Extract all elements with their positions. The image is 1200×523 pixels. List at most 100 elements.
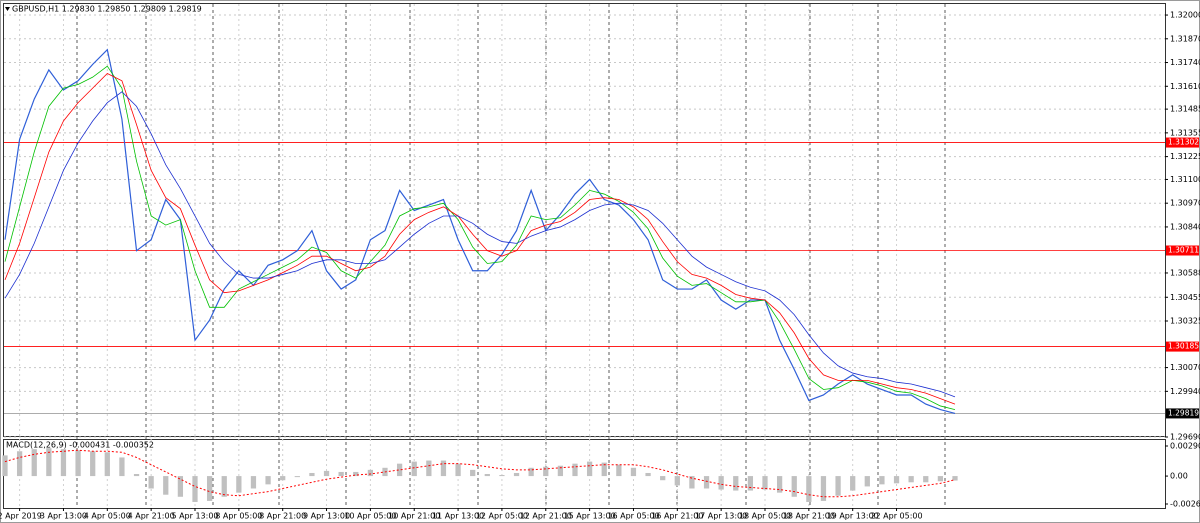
macd-bar <box>60 449 67 477</box>
macd-bar <box>908 476 914 483</box>
macd-bar <box>718 476 724 490</box>
macd-bar <box>952 476 958 481</box>
macd-bar <box>630 467 637 477</box>
y-tick-label: 1.32000 <box>1170 11 1200 20</box>
y-tick-label: 1.31870 <box>1170 34 1200 43</box>
macd-bar <box>616 464 622 477</box>
x-tick-label: 8 Apr 05:00 <box>215 512 262 521</box>
y-tick-label: 1.29940 <box>1170 387 1200 396</box>
x-tick-label: 10 Apr 21:00 <box>388 512 440 521</box>
macd-bar <box>689 476 695 489</box>
macd-bar <box>192 476 198 502</box>
macd-bar <box>31 449 37 477</box>
macd-bar <box>338 471 344 477</box>
price-line <box>4 73 956 405</box>
macd-bar <box>543 466 549 477</box>
macd-bar <box>440 460 447 477</box>
macd-bar <box>776 476 783 493</box>
x-tick-label: 5 Apr 13:00 <box>171 512 218 521</box>
macd-title: MACD(12,26,9) -0.000431 -0.000352 <box>6 441 154 450</box>
x-tick-label: 19 Apr 13:00 <box>827 512 879 521</box>
x-tick-label: 22 Apr 05:00 <box>870 512 922 521</box>
macd-bar <box>923 476 929 483</box>
y-tick-label: 1.30588 <box>1170 268 1200 277</box>
macd-bar <box>820 476 827 501</box>
macd-bar <box>893 476 900 484</box>
macd-bar <box>850 476 856 491</box>
macd-bar <box>294 476 300 478</box>
macd-bar <box>864 476 870 487</box>
macd-bar <box>163 476 169 495</box>
macd-bar <box>835 476 841 496</box>
macd-bar <box>645 472 651 477</box>
macd-bar <box>879 476 885 485</box>
x-tick-label: 17 Apr 13:00 <box>695 512 747 521</box>
macd-bar <box>133 474 140 477</box>
price-line <box>4 65 956 410</box>
macd-bar <box>703 476 710 489</box>
macd-bar <box>557 465 564 477</box>
y-tick-label: 1.30455 <box>1170 293 1200 302</box>
level-label: 1.31302 <box>1168 138 1199 147</box>
x-tick-label: 3 Apr 13:00 <box>40 512 87 521</box>
macd-bar <box>16 451 23 477</box>
last-price-label: 1.29819 <box>1168 408 1199 417</box>
x-tick-label: 2 Apr 2019 <box>0 512 42 521</box>
x-tick-label: 4 Apr 05:00 <box>84 512 131 521</box>
level-label-bg <box>1166 341 1199 352</box>
macd-bar <box>46 448 52 477</box>
macd-bar <box>484 474 490 477</box>
macd-bar <box>499 475 505 477</box>
macd-bar <box>221 476 227 497</box>
macd-bar <box>513 472 520 477</box>
level-label: 1.30185 <box>1168 342 1199 351</box>
price-line <box>4 91 956 398</box>
y-tick-label: 1.31485 <box>1170 105 1200 114</box>
x-tick-label: 15 Apr 13:00 <box>564 512 616 521</box>
macd-bar <box>206 476 213 501</box>
y-tick-label: 0.00 <box>1170 472 1188 481</box>
macd-bar <box>148 476 154 489</box>
x-tick-label: 4 Apr 21:00 <box>128 512 175 521</box>
macd-bar <box>572 463 578 477</box>
macd-bar <box>90 451 96 477</box>
y-tick-label: 1.30070 <box>1170 363 1200 372</box>
y-tick-label: 1.29690 <box>1170 433 1200 442</box>
x-tick-label: 12 Apr 21:00 <box>520 512 572 521</box>
x-tick-label: 18 Apr 05:00 <box>739 512 791 521</box>
y-tick-label: -0.002697 <box>1170 500 1200 509</box>
macd-bar <box>528 467 534 477</box>
x-tick-label: 18 Apr 21:00 <box>783 512 835 521</box>
macd-bar <box>75 450 81 477</box>
macd-bar <box>323 470 330 477</box>
x-tick-label: 8 Apr 21:00 <box>259 512 306 521</box>
macd-bar <box>747 476 754 491</box>
macd-bar <box>411 461 417 477</box>
macd-bar <box>601 462 607 477</box>
x-tick-label: 16 Apr 05:00 <box>607 512 659 521</box>
x-tick-label: 10 Apr 05:00 <box>344 512 396 521</box>
x-tick-label: 9 Apr 13:00 <box>303 512 350 521</box>
macd-bar <box>309 472 315 477</box>
macd-bar <box>280 476 286 481</box>
macd-bar <box>470 469 476 477</box>
macd-bar <box>791 476 797 497</box>
dropdown-arrow[interactable] <box>5 7 10 11</box>
y-tick-label: 1.30325 <box>1170 317 1200 326</box>
x-tick-label: 12 Apr 05:00 <box>476 512 528 521</box>
y-tick-label: 1.31355 <box>1170 128 1200 137</box>
macd-bar <box>2 455 8 477</box>
y-tick-label: 1.30970 <box>1170 199 1200 208</box>
macd-bar <box>367 469 374 477</box>
price-line <box>4 48 956 415</box>
macd-bar <box>119 457 125 477</box>
macd-bar <box>806 476 812 502</box>
x-tick-label: 11 Apr 13:00 <box>432 512 484 521</box>
y-tick-label: 1.31100 <box>1170 175 1200 184</box>
level-label: 1.30711 <box>1168 246 1199 255</box>
macd-bar <box>762 476 768 490</box>
macd-bar <box>236 476 242 493</box>
macd-bar <box>674 476 680 486</box>
